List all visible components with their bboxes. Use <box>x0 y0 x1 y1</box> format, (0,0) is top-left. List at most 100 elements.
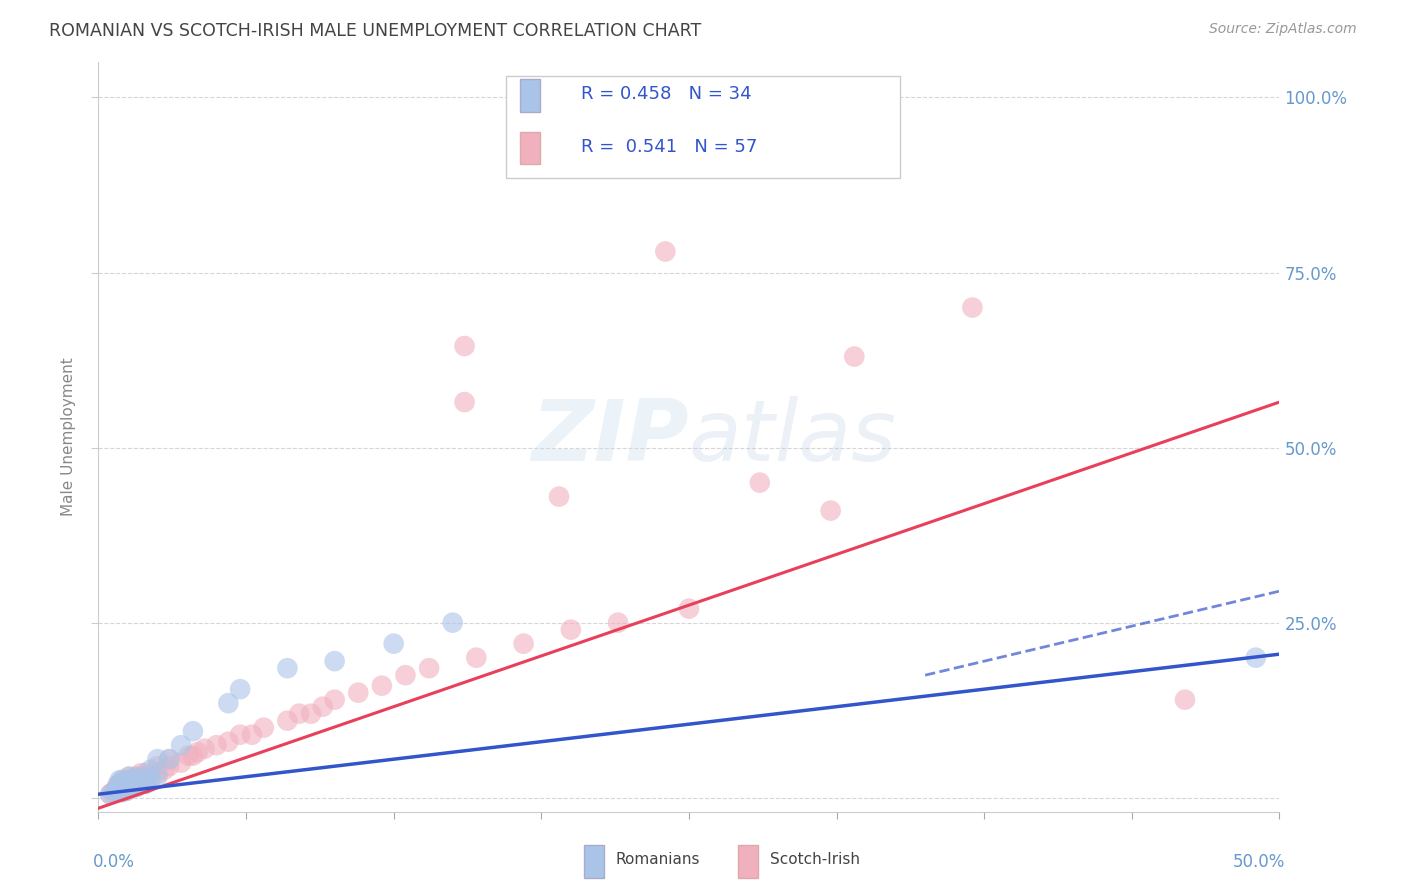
Point <box>371 679 394 693</box>
Point <box>323 692 346 706</box>
Point <box>453 395 475 409</box>
Point <box>453 339 475 353</box>
Point <box>187 745 209 759</box>
Point <box>115 777 138 791</box>
Point <box>153 763 176 777</box>
Point <box>139 773 162 788</box>
Point <box>146 770 169 784</box>
Point <box>135 777 157 791</box>
Point <box>323 654 346 668</box>
Point <box>121 778 143 792</box>
Text: R = 0.458   N = 34: R = 0.458 N = 34 <box>581 85 751 103</box>
Y-axis label: Male Unemployment: Male Unemployment <box>60 358 76 516</box>
Point <box>111 773 134 788</box>
Point <box>844 350 866 364</box>
Point <box>820 503 842 517</box>
Point <box>276 714 298 728</box>
Point <box>135 777 157 791</box>
Point <box>125 770 148 784</box>
Text: Scotch-Irish: Scotch-Irish <box>770 853 860 867</box>
Point <box>229 728 252 742</box>
Point <box>394 668 416 682</box>
Point <box>560 623 582 637</box>
Text: ROMANIAN VS SCOTCH-IRISH MALE UNEMPLOYMENT CORRELATION CHART: ROMANIAN VS SCOTCH-IRISH MALE UNEMPLOYME… <box>49 22 702 40</box>
Point <box>101 785 124 799</box>
Point <box>276 661 298 675</box>
Point <box>125 770 148 784</box>
Point <box>105 782 128 797</box>
Point <box>205 738 228 752</box>
Point <box>112 773 135 788</box>
Point <box>111 783 134 797</box>
Point <box>98 787 121 801</box>
Point <box>146 752 169 766</box>
Point <box>288 706 311 721</box>
Point <box>108 773 131 788</box>
Point <box>157 752 180 766</box>
Point <box>253 721 276 735</box>
Point <box>157 752 180 766</box>
Point <box>418 661 440 675</box>
Point <box>118 770 141 784</box>
Point <box>465 650 488 665</box>
Text: 50.0%: 50.0% <box>1233 853 1285 871</box>
Point <box>177 748 200 763</box>
Point <box>229 682 252 697</box>
Point <box>122 780 145 795</box>
Point <box>194 741 217 756</box>
Point <box>111 777 134 791</box>
Text: R =  0.541   N = 57: R = 0.541 N = 57 <box>581 137 756 155</box>
Point <box>678 601 700 615</box>
Point <box>181 724 204 739</box>
Point <box>170 738 193 752</box>
Point <box>548 490 571 504</box>
Point <box>104 785 127 799</box>
Text: ZIP: ZIP <box>531 395 689 479</box>
Point <box>1174 692 1197 706</box>
Point <box>139 763 162 777</box>
Point <box>122 771 145 785</box>
Point <box>217 696 239 710</box>
Point <box>111 785 134 799</box>
Point <box>108 777 131 791</box>
Point <box>108 777 131 791</box>
Point <box>146 759 169 773</box>
Point <box>135 770 157 784</box>
Point <box>312 699 335 714</box>
Point <box>115 777 138 791</box>
Point <box>122 773 145 788</box>
Point <box>125 780 148 795</box>
Text: atlas: atlas <box>689 395 897 479</box>
Point <box>607 615 630 630</box>
Point <box>111 780 134 795</box>
Point <box>240 728 263 742</box>
Text: Romanians: Romanians <box>616 853 700 867</box>
Point <box>111 785 134 799</box>
Point <box>441 615 464 630</box>
Point <box>1244 650 1267 665</box>
Point <box>118 773 141 788</box>
Point <box>347 686 370 700</box>
Point <box>512 637 534 651</box>
Text: 0.0%: 0.0% <box>93 853 135 871</box>
Point <box>105 783 128 797</box>
Point <box>382 637 405 651</box>
Point <box>105 778 128 792</box>
Point <box>98 787 121 801</box>
Text: Source: ZipAtlas.com: Source: ZipAtlas.com <box>1209 22 1357 37</box>
Point <box>128 773 150 788</box>
Point <box>157 759 180 773</box>
Point <box>135 766 157 780</box>
Point <box>118 770 141 784</box>
Point <box>217 734 239 748</box>
Point <box>181 748 204 763</box>
Point <box>105 780 128 795</box>
Point <box>962 301 984 315</box>
Point <box>115 783 138 797</box>
Point <box>104 783 127 797</box>
Point <box>115 783 138 797</box>
Point <box>122 777 145 791</box>
Point <box>748 475 770 490</box>
Point <box>146 766 169 780</box>
Point <box>129 766 152 780</box>
